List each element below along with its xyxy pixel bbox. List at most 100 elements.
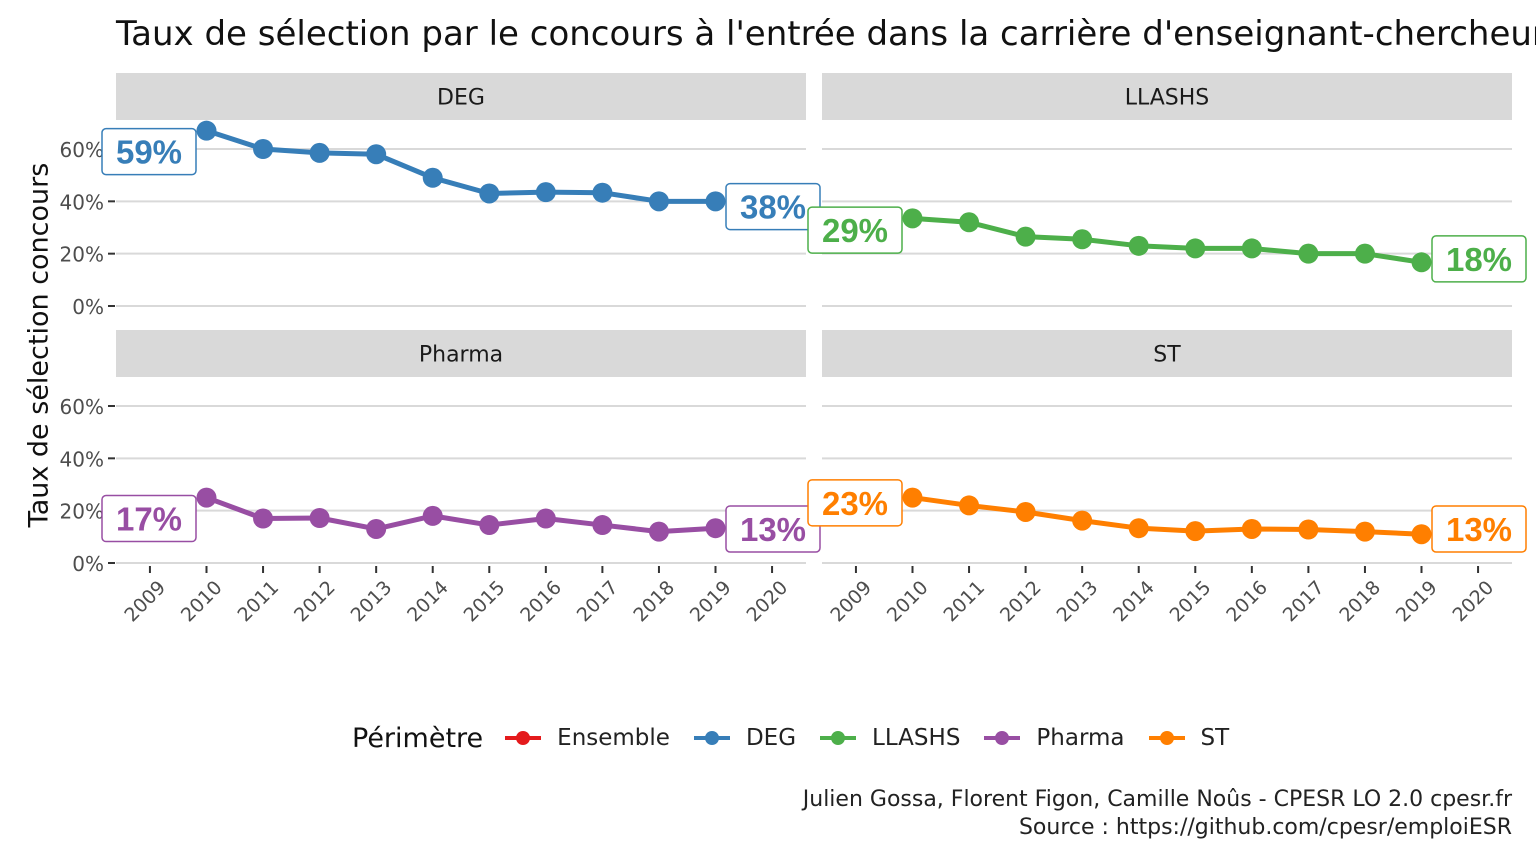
data-label-start-st: 23%: [807, 479, 903, 527]
caption: Julien Gossa, Florent Figon, Camille Noû…: [803, 786, 1512, 842]
data-label-end-pharma: 13%: [725, 505, 821, 553]
legend-label-llashs: LLASHS: [872, 725, 961, 751]
x-tick-label: 2018: [1335, 577, 1385, 627]
x-tick-label: 2017: [573, 577, 623, 627]
legend-key-point: [831, 731, 846, 745]
data-point-st: [959, 495, 980, 516]
data-point-llashs: [1354, 243, 1375, 264]
data-point-pharma: [535, 508, 556, 529]
data-label-box-end-st: [1431, 505, 1527, 553]
data-point-deg: [366, 144, 387, 165]
x-tick-label: 2011: [939, 577, 989, 627]
data-point-deg: [648, 191, 669, 212]
facet-strip-st: [822, 330, 1512, 377]
legend-key-ensemble: [505, 731, 542, 745]
data-point-deg: [535, 182, 556, 203]
x-tick-label: 2019: [1392, 577, 1442, 627]
data-point-llashs: [1072, 229, 1093, 250]
x-tick-label: 2015: [1166, 577, 1216, 627]
legend-item-llashs: LLASHS: [818, 725, 960, 751]
legend-label-st: ST: [1200, 725, 1230, 751]
legend-key-st: [1148, 731, 1185, 745]
data-point-pharma: [309, 507, 330, 528]
facet-strip-label-st: ST: [1153, 343, 1181, 368]
y-tick-label: 0%: [72, 295, 104, 319]
data-point-llashs: [1241, 238, 1262, 259]
data-point-pharma: [648, 521, 669, 542]
data-label-box-start-st: [807, 479, 903, 527]
data-label-end-deg: 38%: [725, 182, 821, 231]
data-label-start-deg: 59%: [101, 127, 197, 176]
data-label-start-llashs: 29%: [807, 206, 903, 254]
legend-label-ensemble: Ensemble: [557, 725, 670, 751]
legend-key-point: [516, 731, 531, 745]
x-tick-label: 2013: [1053, 577, 1103, 627]
x-tick-label: 2014: [403, 577, 453, 627]
legend-item-st: ST: [1147, 725, 1230, 751]
data-point-pharma: [253, 508, 274, 529]
data-point-llashs: [1015, 226, 1036, 247]
data-point-llashs: [1185, 238, 1206, 259]
data-point-deg: [592, 182, 613, 203]
series-line-st: [909, 495, 1425, 537]
x-tick-label: 2010: [177, 577, 227, 627]
y-tick-label: 60%: [60, 138, 104, 162]
data-point-st: [1072, 510, 1093, 531]
data-label-start-pharma: 17%: [101, 494, 197, 543]
legend-item-pharma: Pharma: [982, 725, 1125, 751]
data-label-text-start-deg: 59%: [116, 134, 182, 171]
data-point-st: [1128, 518, 1149, 539]
caption-authors: Julien Gossa, Florent Figon, Camille Noû…: [802, 787, 1512, 812]
y-tick-label: 60%: [60, 395, 104, 419]
data-point-st: [902, 487, 923, 508]
data-point-pharma: [196, 487, 217, 508]
x-tick-label: 2012: [996, 577, 1046, 627]
data-point-llashs: [1128, 235, 1149, 256]
facet-strip-pharma: [116, 330, 806, 377]
series-line-deg: [203, 128, 719, 204]
data-label-box-end-pharma: [725, 505, 821, 553]
y-tick-label: 40%: [60, 447, 104, 471]
x-tick-label: 2010: [883, 577, 933, 627]
x-tick-label: 2014: [1109, 577, 1159, 627]
data-point-llashs: [959, 212, 980, 233]
caption-source: Source : https://github.com/cpesr/emploi…: [1018, 815, 1512, 840]
data-label-box-end-llashs: [1431, 235, 1527, 283]
legend-label-pharma: Pharma: [1036, 725, 1125, 751]
legend-label-deg: DEG: [745, 725, 797, 751]
data-point-st: [1185, 521, 1206, 542]
facet-strip-label-llashs: LLASHS: [1125, 86, 1210, 111]
data-point-llashs: [902, 208, 923, 229]
legend-key-pharma: [984, 731, 1021, 745]
data-label-box-start-deg: [101, 127, 197, 176]
series-line-pharma: [203, 495, 719, 535]
legend-key-point: [1159, 731, 1174, 745]
data-label-end-llashs: 18%: [1431, 235, 1527, 283]
y-tick-label: 20%: [60, 500, 104, 524]
legend-key-deg: [693, 731, 730, 745]
data-point-pharma: [479, 515, 500, 536]
facet-strip-label-pharma: Pharma: [419, 343, 503, 368]
x-tick-label: 2019: [686, 577, 736, 627]
legend-key-point: [704, 731, 719, 745]
data-point-st: [1298, 519, 1319, 540]
x-tick-label: 2011: [233, 577, 283, 627]
data-point-deg: [479, 183, 500, 204]
data-point-st: [1411, 524, 1432, 545]
legend: Périmètre Ensemble DEG LLASHS Pharma ST: [352, 716, 1251, 760]
legend-items: Ensemble DEG LLASHS Pharma ST: [503, 725, 1251, 751]
legend-item-ensemble: Ensemble: [503, 725, 670, 751]
legend-item-deg: DEG: [692, 725, 796, 751]
data-point-pharma: [422, 505, 443, 526]
data-label-text-end-deg: 38%: [740, 189, 806, 226]
data-point-st: [1241, 518, 1262, 539]
facet-strip-deg: [116, 73, 806, 120]
data-label-text-start-llashs: 29%: [822, 212, 888, 249]
data-point-st: [1354, 521, 1375, 542]
x-tick-label: 2017: [1279, 577, 1329, 627]
y-axis-label: Taux de sélection concours: [23, 162, 55, 528]
legend-key-llashs: [820, 731, 857, 745]
data-label-box-start-llashs: [807, 206, 903, 254]
facet-strip-label-deg: DEG: [437, 86, 485, 111]
